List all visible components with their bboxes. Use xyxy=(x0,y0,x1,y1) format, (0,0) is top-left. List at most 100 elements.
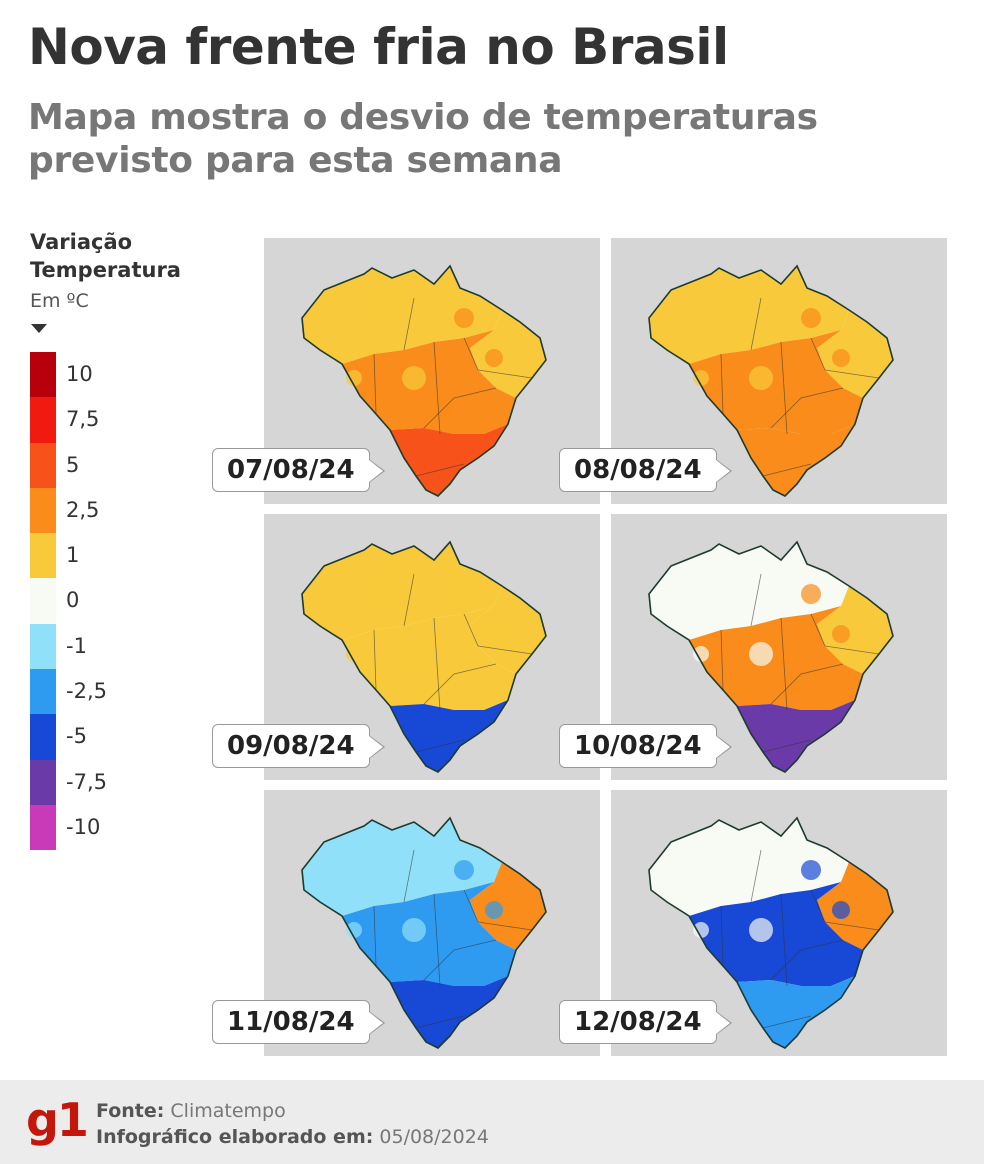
page-title: Nova frente fria no Brasil xyxy=(28,18,729,76)
state-border xyxy=(403,297,415,351)
brazil-map xyxy=(648,540,894,773)
region-south xyxy=(737,424,855,496)
legend-swatch xyxy=(30,623,56,670)
state-border xyxy=(780,341,788,435)
legend-label: -7,5 xyxy=(66,769,107,794)
anomaly-patch xyxy=(717,570,745,598)
legend-title-line1: Variação xyxy=(30,230,133,254)
country-border xyxy=(648,816,894,1049)
date-label: 12/08/24 xyxy=(559,1000,732,1044)
state-border xyxy=(415,463,465,477)
state-border xyxy=(433,617,441,711)
brazil-map xyxy=(301,540,547,773)
state-border xyxy=(824,369,880,379)
anomaly-patch xyxy=(370,570,398,598)
date-label: 07/08/24 xyxy=(212,448,385,492)
state-border xyxy=(810,889,826,923)
country-border xyxy=(648,264,894,497)
anomaly-patch xyxy=(717,294,745,322)
map-panel xyxy=(264,514,600,780)
region-center xyxy=(689,882,863,986)
date-label: 11/08/24 xyxy=(212,1000,385,1044)
state-border xyxy=(770,939,844,981)
state-border xyxy=(770,663,844,705)
state-border xyxy=(373,629,377,691)
region-ne xyxy=(817,862,893,950)
brazil-map xyxy=(648,264,894,497)
anomaly-patch xyxy=(801,860,821,880)
region-center xyxy=(342,330,516,434)
region-center xyxy=(689,606,863,710)
anomaly-patch xyxy=(485,625,503,643)
state-border xyxy=(810,337,826,371)
state-border xyxy=(720,905,724,967)
map-panel xyxy=(264,238,600,504)
state-border xyxy=(824,645,880,655)
legend-label: -2,5 xyxy=(66,679,107,704)
legend-labels: 10 7,5 5 2,5 1 0 -1 -2,5 -5 -7,5 -10 xyxy=(66,352,107,850)
country-border xyxy=(301,540,547,773)
anomaly-patch xyxy=(370,294,398,322)
made-value: 05/08/2024 xyxy=(379,1126,489,1148)
anomaly-patch xyxy=(346,370,362,386)
anomaly-patch xyxy=(832,901,850,919)
legend-swatch xyxy=(30,578,56,624)
region-south xyxy=(737,976,855,1048)
legend-title-line2: Temperatura xyxy=(30,258,181,283)
state-border xyxy=(720,629,724,691)
source-label: Fonte: xyxy=(96,1100,165,1122)
region-north xyxy=(649,542,849,640)
state-border xyxy=(762,1015,812,1029)
state-border xyxy=(415,739,465,753)
anomaly-patch xyxy=(749,642,773,666)
legend-label: -1 xyxy=(66,633,87,658)
g1-logo: g1 xyxy=(26,1093,89,1147)
state-border xyxy=(762,463,812,477)
anomaly-patch xyxy=(454,584,474,604)
region-north xyxy=(302,818,502,916)
region-ne xyxy=(817,310,893,398)
legend-label: 1 xyxy=(66,543,80,568)
state-border xyxy=(750,849,762,903)
brazil-map xyxy=(301,816,547,1049)
state-border xyxy=(463,889,479,923)
legend-label: 10 xyxy=(66,362,93,386)
legend-label: 7,5 xyxy=(66,407,100,432)
state-border xyxy=(415,1015,465,1029)
legend-label: 5 xyxy=(66,452,80,477)
anomaly-patch xyxy=(454,860,474,880)
country-border xyxy=(301,264,547,497)
legend-swatch xyxy=(30,442,56,488)
anomaly-patch xyxy=(801,584,821,604)
date-label: 10/08/24 xyxy=(559,724,732,768)
country-border xyxy=(301,816,547,1049)
state-border xyxy=(403,573,415,627)
anomaly-patch xyxy=(346,922,362,938)
legend-swatch xyxy=(30,352,56,398)
anomaly-patch xyxy=(832,349,850,367)
region-south xyxy=(737,700,855,772)
state-border xyxy=(423,939,497,981)
state-border xyxy=(373,353,377,415)
legend-swatch xyxy=(30,669,56,715)
legend-label: -5 xyxy=(66,724,87,749)
region-north xyxy=(649,818,849,916)
state-border xyxy=(780,893,788,987)
region-north xyxy=(302,266,502,364)
region-center xyxy=(342,606,516,710)
legend-label: -10 xyxy=(66,814,101,839)
anomaly-patch xyxy=(402,642,426,666)
region-north xyxy=(649,266,849,364)
anomaly-patch xyxy=(402,918,426,942)
region-south xyxy=(390,424,508,496)
state-border xyxy=(477,921,533,931)
region-center xyxy=(689,330,863,434)
anomaly-patch xyxy=(693,646,709,662)
legend-color-bar xyxy=(30,352,56,851)
state-border xyxy=(403,849,415,903)
anomaly-patch xyxy=(485,349,503,367)
region-ne xyxy=(470,586,546,674)
anomaly-patch xyxy=(454,308,474,328)
region-ne xyxy=(470,862,546,950)
map-panel xyxy=(611,514,947,780)
